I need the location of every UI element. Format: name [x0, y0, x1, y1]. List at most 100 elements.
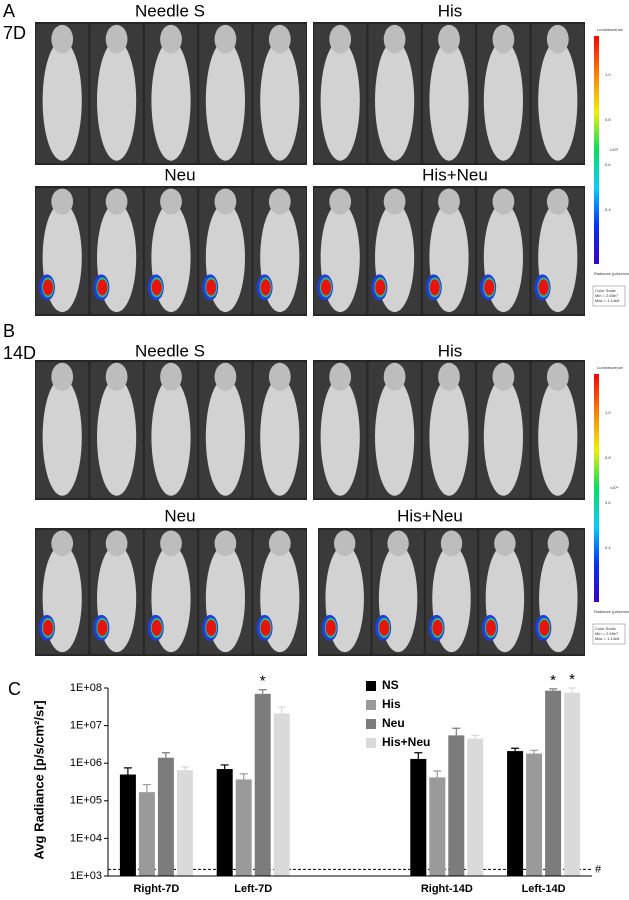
group-title: Needle S	[135, 341, 205, 360]
error-bar	[433, 770, 442, 778]
mouse-body	[205, 378, 245, 496]
group-title: Needle S	[135, 1, 205, 20]
colorbar-max: Max = 1.14e8	[595, 298, 620, 303]
bar	[157, 757, 174, 876]
signal-core	[42, 619, 53, 636]
x-tick-label: Left-7D	[234, 883, 272, 895]
mouse-head	[214, 188, 237, 215]
colorbar-title: Luminescence	[597, 365, 624, 370]
error-bar	[123, 767, 132, 775]
mouse-head	[494, 530, 516, 557]
mouse-head	[268, 530, 291, 557]
y-tick-label: 1E+06	[70, 757, 102, 769]
mouse-body	[320, 378, 360, 496]
error-bar	[471, 734, 480, 739]
signal-core	[485, 619, 496, 636]
legend-label: His	[382, 697, 401, 711]
y-tick-label: 1E+07	[70, 720, 102, 732]
group-title: His+Neu	[397, 506, 463, 525]
signal-core	[42, 279, 53, 296]
significance-mark: *	[260, 673, 266, 690]
panel-label: B	[3, 321, 15, 341]
colorbar-scale: Color Scale	[595, 288, 616, 293]
group-title: Neu	[164, 165, 195, 184]
signal-core	[429, 279, 440, 296]
significance-mark: *	[569, 671, 575, 688]
mouse-head	[334, 530, 356, 557]
legend-label: NS	[382, 678, 399, 692]
mouse-head	[492, 24, 515, 54]
bar	[467, 738, 484, 876]
colorbar-tick: 0.8	[605, 455, 611, 460]
signal-core	[375, 279, 386, 296]
mouse-head	[105, 24, 128, 54]
signal-core	[484, 279, 495, 296]
bar	[410, 758, 427, 876]
group-title: His	[438, 1, 463, 20]
timepoint: 14D	[3, 343, 36, 363]
bar	[216, 769, 233, 876]
mouse-head	[492, 188, 515, 215]
mouse-body	[151, 378, 191, 496]
y-axis-label: Avg Radiance [p/s/cm²/sr]	[31, 700, 46, 859]
bar	[448, 735, 465, 876]
bar	[138, 792, 155, 876]
mouse-head	[51, 362, 74, 391]
signal-core	[97, 619, 108, 636]
bar	[526, 753, 543, 876]
y-tick-label: 1E+03	[70, 870, 102, 882]
mouse-head	[214, 362, 237, 391]
signal-core	[206, 279, 217, 296]
mouse-body	[538, 378, 578, 496]
error-bar	[452, 727, 461, 736]
colorbar	[594, 374, 599, 602]
mouse-head	[383, 24, 406, 54]
mouse-body	[429, 378, 469, 496]
signal-core	[320, 279, 331, 296]
bar	[235, 779, 252, 876]
mouse-body	[42, 378, 82, 496]
x-tick-label: Right-14D	[421, 883, 473, 895]
signal-core	[260, 279, 271, 296]
mouse-head	[268, 24, 291, 54]
mouse-head	[105, 188, 128, 215]
error-bar	[142, 783, 151, 793]
mouse-body	[205, 40, 245, 161]
colorbar-tick: 1.0	[605, 72, 611, 77]
mouse-body	[538, 40, 578, 161]
x-tick-label: Right-7D	[133, 883, 179, 895]
mouse-body	[97, 40, 137, 161]
error-bar	[549, 688, 558, 691]
y-tick-label: 1E+08	[70, 682, 102, 694]
bar	[545, 690, 562, 876]
mouse-head	[329, 362, 352, 391]
mouse-body	[260, 40, 300, 161]
mouse-head	[387, 530, 409, 557]
signal-core	[97, 279, 108, 296]
bar	[273, 713, 290, 876]
mouse-body	[483, 378, 523, 496]
group-title: Neu	[164, 506, 195, 525]
error-bar	[180, 766, 189, 771]
error-bar	[277, 706, 286, 714]
mouse-head	[268, 362, 291, 391]
signal-core	[432, 619, 443, 636]
colorbar-tick: 0.4	[605, 207, 611, 212]
mouse-body	[151, 40, 191, 161]
significance-mark: *	[550, 672, 556, 689]
scale-box	[592, 285, 626, 307]
mouse-head	[51, 24, 74, 54]
y-tick-label: 1E+04	[70, 832, 102, 844]
colorbar	[594, 36, 599, 264]
bar	[564, 692, 581, 876]
colorbar-tick: 1.0	[605, 410, 611, 415]
x-tick-label: Left-14D	[522, 883, 566, 895]
mouse-body	[42, 40, 82, 161]
colorbar-tick: 0.8	[605, 117, 611, 122]
mouse-head	[438, 188, 460, 215]
colorbar-scale: Color Scale	[595, 626, 616, 631]
signal-core	[325, 619, 336, 636]
bar	[429, 777, 446, 876]
mouse-head	[329, 24, 352, 54]
